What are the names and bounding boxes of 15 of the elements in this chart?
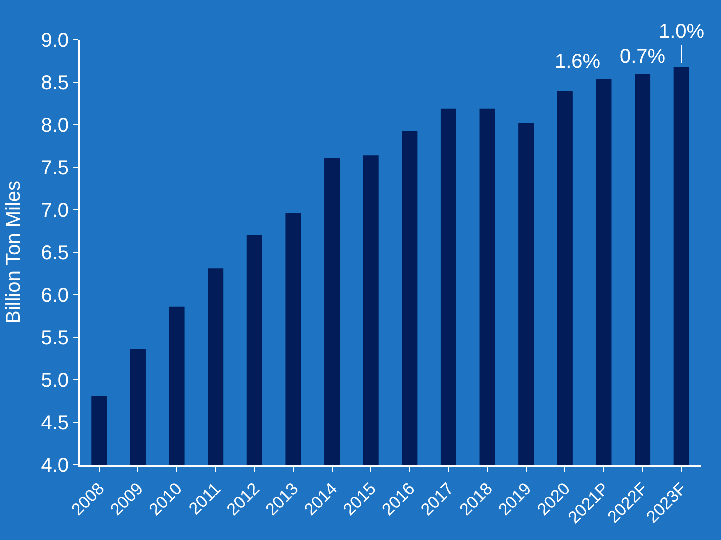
annotation: 0.7%: [620, 46, 666, 68]
y-tick-label: 5.5: [41, 328, 69, 350]
annotation: 1.6%: [555, 51, 601, 73]
y-tick-label: 9.0: [41, 30, 69, 52]
y-tick-label: 6.0: [41, 285, 69, 307]
y-axis-title: Billion Ton Miles: [3, 180, 26, 324]
y-tick-label: 6.5: [41, 242, 69, 264]
y-tick-label: 5.0: [41, 370, 69, 392]
y-tick-label: 4.5: [41, 412, 69, 434]
y-tick-label: 8.0: [41, 115, 69, 137]
annotation: 1.0%: [659, 21, 705, 43]
y-tick-label: 8.5: [41, 72, 69, 94]
y-tick-label: 7.0: [41, 200, 69, 222]
y-tick-label: 4.0: [41, 455, 69, 477]
y-tick-label: 7.5: [41, 158, 69, 180]
